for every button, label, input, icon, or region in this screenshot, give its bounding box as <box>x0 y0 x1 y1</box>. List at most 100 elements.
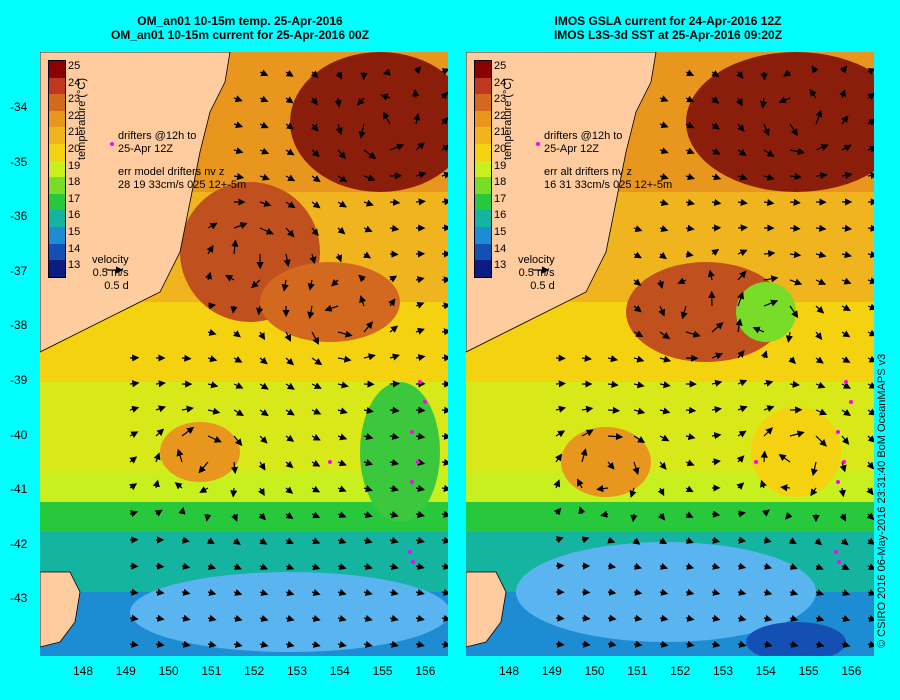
velocity-arrow <box>867 382 874 389</box>
velocity-arrow <box>659 121 669 129</box>
velocity-arrow <box>207 562 217 570</box>
velocity-arrow <box>129 380 140 388</box>
x-tick-label: 153 <box>712 664 734 678</box>
colorbar-tick-label: 18 <box>68 176 81 189</box>
velocity-arrow <box>867 303 874 311</box>
velocity-arrow <box>629 487 637 498</box>
velocity-arrow <box>259 614 269 622</box>
velocity-arrow <box>337 330 353 338</box>
velocity-arrow <box>607 406 621 414</box>
velocity-arrow <box>815 381 826 389</box>
velocity-arrow <box>867 640 874 648</box>
left-title-line2: OM_an01 10-15m current for 25-Apr-2016 0… <box>110 28 370 42</box>
velocity-arrow <box>736 455 745 463</box>
velocity-arrow <box>233 356 243 363</box>
velocity-arrow <box>809 88 817 99</box>
velocity-arrow <box>415 562 425 570</box>
velocity-arrow <box>311 227 319 237</box>
velocity-arrow <box>659 614 669 622</box>
left-map-svg-holder <box>40 52 448 656</box>
velocity-arrow <box>841 563 850 570</box>
velocity-arrow <box>233 435 243 447</box>
velocity-arrow <box>657 487 665 497</box>
velocity-arrow <box>811 65 819 74</box>
velocity-arrow <box>711 198 722 206</box>
colorbar-tick-label: 14 <box>68 242 81 255</box>
colorbar-tick-label: 17 <box>68 192 81 205</box>
velocity-arrow <box>633 435 646 443</box>
left-error-note: err model drifters nv z 28 19 33cm/s 025… <box>118 166 246 192</box>
right-error-note: err alt drifters nv z 16 31 33cm/s 025 1… <box>544 166 672 192</box>
velocity-arrow <box>129 483 138 491</box>
velocity-arrow <box>711 379 723 387</box>
velocity-arrow <box>736 71 744 80</box>
velocity-arrow <box>389 588 399 596</box>
sst-feature <box>736 282 796 342</box>
left-velocity-time: 0.5 d <box>104 280 129 292</box>
velocity-arrow <box>389 143 405 151</box>
sst-map <box>466 52 874 656</box>
velocity-arrow <box>607 355 619 363</box>
velocity-arrow <box>441 484 448 492</box>
velocity-arrow <box>789 278 803 286</box>
velocity-arrow <box>581 429 594 437</box>
velocity-arrow <box>711 510 721 518</box>
drifter-point <box>423 400 427 404</box>
australia-coastline <box>466 52 657 353</box>
colorbar-tick-label: 15 <box>494 226 507 238</box>
velocity-arrow <box>600 510 609 518</box>
velocity-arrow <box>814 331 823 340</box>
x-tick-label: 154 <box>329 664 350 678</box>
velocity-arrow <box>415 484 426 492</box>
velocity-arrow <box>659 199 669 206</box>
velocity-arrow <box>685 224 695 232</box>
velocity-arrow <box>285 563 295 570</box>
velocity-arrow <box>389 640 399 648</box>
velocity-arrow <box>324 304 339 312</box>
velocity-arrow <box>415 171 427 179</box>
drifter-point <box>754 460 758 464</box>
velocity-arrow <box>711 248 720 256</box>
velocity-arrow <box>155 562 165 570</box>
velocity-arrow <box>763 249 776 258</box>
colorbar-tick-label: 25 <box>68 60 81 72</box>
velocity-arrow <box>760 450 768 463</box>
velocity-arrow <box>285 122 294 130</box>
velocity-arrow <box>841 144 852 152</box>
velocity-arrow <box>441 406 448 414</box>
velocity-arrow <box>311 357 323 366</box>
velocity-arrow <box>553 507 562 516</box>
velocity-arrow <box>759 97 768 109</box>
velocity-arrow <box>363 199 374 207</box>
drifter-point <box>408 550 412 554</box>
colorbar-tick-label: 19 <box>68 159 81 172</box>
velocity-arrow <box>763 614 773 622</box>
velocity-arrow <box>206 244 214 255</box>
velocity-arrow <box>711 458 721 466</box>
velocity-arrow <box>233 589 243 596</box>
velocity-arrow <box>206 537 215 545</box>
velocity-arrow <box>285 174 296 182</box>
velocity-arrow <box>815 305 825 314</box>
velocity-arrow <box>258 487 265 497</box>
right-drifter-label: drifters @12h to <box>544 130 623 142</box>
velocity-arrow <box>789 123 798 137</box>
velocity-arrow <box>839 89 847 99</box>
colorbar-swatch <box>49 243 65 261</box>
velocity-arrow <box>307 279 315 291</box>
velocity-arrow <box>363 511 373 519</box>
velocity-arrow <box>785 511 793 520</box>
velocity-arrow <box>311 563 321 570</box>
velocity-arrow <box>839 513 847 522</box>
velocity-arrow <box>155 428 165 437</box>
velocity-arrow <box>685 198 696 206</box>
colorbar-tick-label: 24 <box>68 76 81 89</box>
velocity-arrow <box>154 509 163 517</box>
x-tick-label: 155 <box>798 664 819 678</box>
velocity-arrow <box>659 588 669 596</box>
velocity-arrow <box>285 382 295 390</box>
colorbar-swatch <box>49 61 65 78</box>
velocity-arrow <box>555 614 565 622</box>
tasmania-islands <box>40 571 81 648</box>
velocity-arrow <box>760 350 768 359</box>
